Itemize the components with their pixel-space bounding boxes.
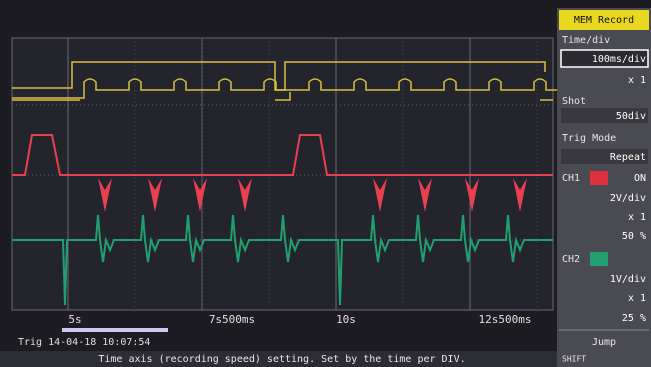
trace-yellow [12, 61, 546, 91]
ch1-color [590, 171, 608, 185]
panel-title-bg [559, 10, 649, 30]
trace-green [12, 214, 553, 306]
label: Time/div [562, 35, 610, 46]
value[interactable]: Repeat [610, 152, 646, 163]
time-label: 7s500ms [209, 313, 255, 326]
selected-field[interactable] [560, 49, 649, 68]
value[interactable]: ON [634, 173, 646, 184]
trigger-arrow [98, 178, 112, 212]
label: CH2 [562, 254, 580, 265]
label: Trig Mode [562, 133, 616, 144]
label: CH1 [562, 173, 580, 184]
time-label: 12s500ms [479, 313, 532, 326]
jump-button[interactable]: Jump [592, 337, 616, 348]
time-label: 5s [68, 313, 81, 326]
trigger-arrow [193, 178, 207, 212]
ch2-color [590, 252, 608, 266]
waveforms [12, 61, 567, 306]
trace-yellow [12, 92, 553, 101]
trace-yellow [12, 78, 567, 99]
value[interactable]: 25 % [622, 313, 646, 324]
help-bar [0, 351, 557, 367]
help-text: Time axis (recording speed) setting. Set… [98, 354, 465, 365]
trigger-arrow [465, 178, 479, 212]
side-panel [557, 8, 651, 367]
field[interactable] [561, 149, 648, 164]
value[interactable]: x 1 [628, 212, 646, 223]
value[interactable]: 1V/div [610, 274, 646, 285]
trigger-arrow [418, 178, 432, 212]
field[interactable] [561, 108, 648, 123]
value[interactable]: 100ms/div [592, 54, 646, 65]
trigger-arrow [513, 178, 527, 212]
scroll-bar[interactable] [62, 328, 168, 332]
trigger-arrow [148, 178, 162, 212]
trace-red [12, 134, 553, 176]
value[interactable]: x 1 [628, 293, 646, 304]
trigger-info: Trig 14-04-18 10:07:54 [18, 337, 150, 348]
value: x 1 [628, 75, 646, 86]
trigger-arrow [373, 178, 387, 212]
panel-title: MEM Record [574, 15, 634, 26]
label: Shot [562, 96, 586, 107]
value[interactable]: 50div [616, 111, 646, 122]
value[interactable]: 2V/div [610, 193, 646, 204]
value[interactable]: 50 % [622, 231, 646, 242]
trigger-arrow [238, 178, 252, 212]
shift-label: SHIFT [562, 355, 586, 364]
time-label: 10s [336, 313, 356, 326]
